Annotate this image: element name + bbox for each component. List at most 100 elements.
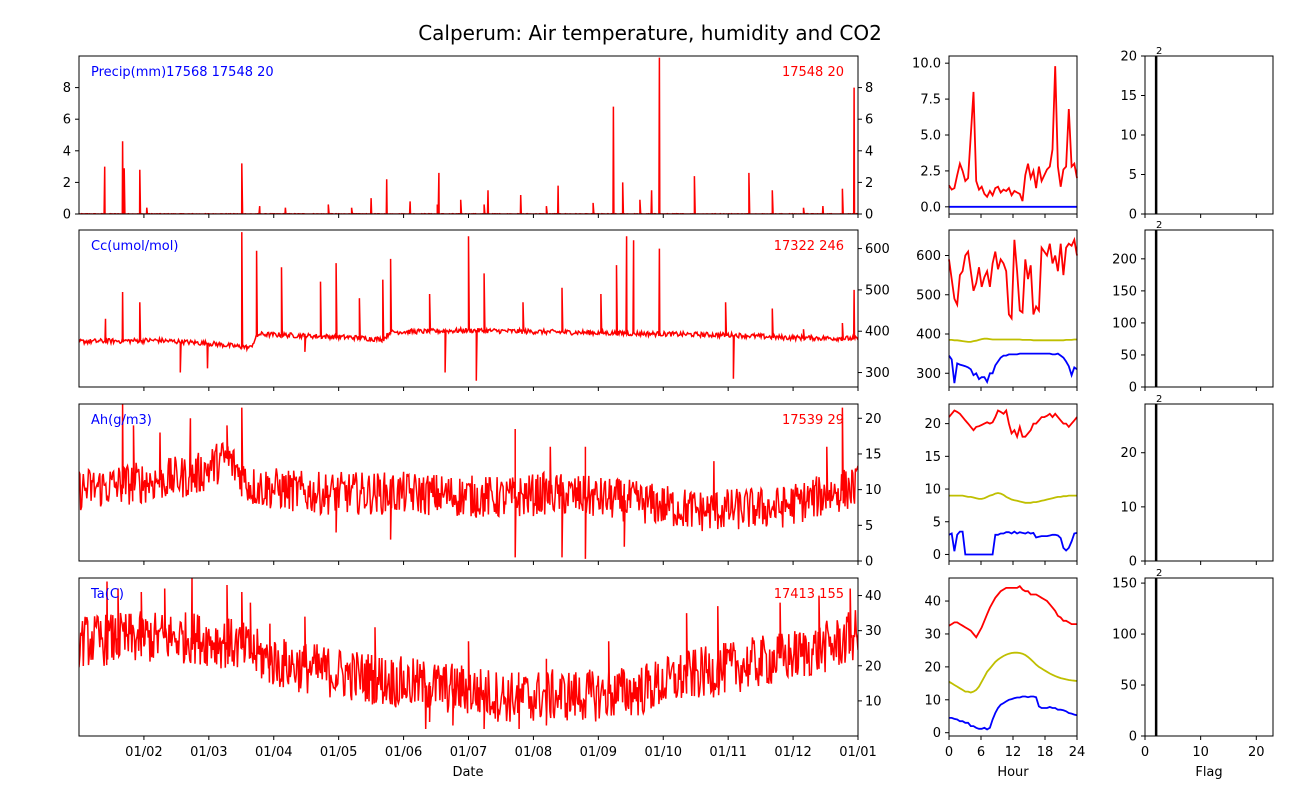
diurnal-y-tick-label: 15: [924, 450, 941, 465]
flag-y-tick-label: 0: [1129, 730, 1137, 745]
series-line: [79, 578, 858, 730]
series-line: [79, 57, 858, 214]
flag-y-tick-label: 200: [1112, 252, 1137, 267]
variable-label: Precip(mm)17568 17548 20: [91, 65, 274, 80]
diurnal-min-line: [948, 352, 1078, 385]
diurnal-panel: 0 10 20 30 40 0 6 12 18 24: [924, 577, 1086, 760]
x-axis-label-date: Date: [452, 765, 483, 780]
diurnal-max-line: [948, 408, 1078, 440]
flag-y-tick-label: 50: [1120, 348, 1137, 363]
diurnal-max-line: [948, 236, 1078, 322]
y-tick-label: 20: [865, 412, 882, 427]
diurnal-mean-line: [949, 492, 1077, 504]
count-label: 17548 20: [782, 65, 844, 80]
y-tick-label: 10: [865, 694, 882, 709]
diurnal-x-tick-label: 6: [977, 745, 985, 760]
x-axis-label-flag: Flag: [1195, 765, 1222, 780]
flag-y-tick-label: 20: [1120, 446, 1137, 461]
count-label: 17322 246: [774, 239, 844, 254]
count-label: 17539 29: [782, 413, 844, 428]
diurnal-y-tick-label: 5: [933, 515, 941, 530]
diurnal-mean-line: [949, 337, 1077, 343]
flag-frame: [1144, 229, 1274, 388]
variable-label: Ah(g/m3): [91, 413, 152, 428]
y-tick-label: 40: [865, 589, 882, 604]
y-tick-label-left: 0: [63, 208, 71, 223]
diurnal-min-line: [948, 530, 1078, 556]
flag-y-tick-label: 0: [1129, 208, 1137, 223]
diurnal-max-line: [948, 585, 1077, 639]
diurnal-x-tick-label: 12: [1005, 745, 1022, 760]
y-tick-label: 500: [865, 283, 890, 298]
x-tick-label: 01/03: [190, 745, 227, 760]
variable-label: Ta(C): [90, 587, 124, 602]
y-tick-label: 300: [865, 366, 890, 381]
flag-y-tick-label: 0: [1129, 381, 1137, 396]
diurnal-x-tick-label: 18: [1037, 745, 1054, 760]
diurnal-y-tick-label: 0.0: [920, 200, 941, 215]
diurnal-y-tick-label: 2.5: [920, 164, 941, 179]
y-tick-label: 8: [865, 81, 873, 96]
diurnal-y-tick-label: 300: [916, 367, 941, 382]
flag-y-tick-label: 5: [1129, 168, 1137, 183]
series-line: [79, 232, 858, 381]
diurnal-panel: 0 5 10 15 20: [924, 403, 1078, 565]
diurnal-min-line: [949, 695, 1078, 731]
y-tick-label: 30: [865, 624, 882, 639]
diurnal-y-tick-label: 20: [924, 660, 941, 675]
flag-y-tick-label: 20: [1120, 50, 1137, 65]
diurnal-y-tick-label: 10.0: [912, 57, 941, 72]
x-axis-label-hour: Hour: [997, 765, 1029, 780]
y-tick-label: 6: [865, 113, 873, 128]
flag-x-tick-label: 0: [1141, 745, 1149, 760]
flag-y-tick-label: 150: [1112, 284, 1137, 299]
flag-x-tick-label: 10: [1192, 745, 1209, 760]
y-tick-label: 0: [865, 208, 873, 223]
y-tick-label-left: 8: [63, 81, 71, 96]
diurnal-mean-line: [948, 651, 1078, 694]
y-tick-label: 2: [865, 176, 873, 191]
x-tick-label: 01/12: [774, 745, 811, 760]
y-tick-label: 10: [865, 483, 882, 498]
series-line: [79, 404, 858, 559]
figure-title: Calperum: Air temperature, humidity and …: [418, 21, 882, 45]
diurnal-x-tick-label: 24: [1069, 745, 1086, 760]
flag-frame: [1144, 55, 1274, 215]
variable-label: Cc(umol/mol): [91, 239, 178, 254]
x-tick-label: 01/06: [385, 745, 422, 760]
x-tick-label: 01/08: [515, 745, 552, 760]
flag-y-tick-label: 10: [1120, 500, 1137, 515]
x-tick-label: 01/01: [839, 745, 876, 760]
diurnal-x-tick-label: 0: [945, 745, 953, 760]
diurnal-y-tick-label: 7.5: [920, 93, 941, 108]
x-tick-label: 01/04: [255, 745, 292, 760]
x-tick-label: 01/05: [320, 745, 357, 760]
flag-panel: 2 0 50 100 150 200: [1112, 220, 1274, 396]
diurnal-y-tick-label: 10: [924, 483, 941, 498]
flag-frame: [1144, 403, 1274, 562]
flag-y-tick-label: 100: [1112, 316, 1137, 331]
flag-bar-label: 2: [1156, 568, 1162, 579]
y-tick-label-left: 6: [63, 113, 71, 128]
y-tick-label: 5: [865, 519, 873, 534]
diurnal-frame: [948, 403, 1078, 562]
diurnal-max-line: [948, 66, 1078, 202]
flag-y-tick-label: 10: [1120, 129, 1137, 144]
flag-bar-label: 2: [1156, 220, 1162, 231]
diurnal-panel: 300 400 500 600: [916, 229, 1078, 391]
diurnal-panel: 0.0 2.5 5.0 7.5 10.0: [912, 55, 1078, 218]
x-tick-label: 01/11: [709, 745, 746, 760]
diurnal-y-tick-label: 10: [924, 693, 941, 708]
flag-x-tick-label: 20: [1248, 745, 1265, 760]
diurnal-y-tick-label: 20: [924, 417, 941, 432]
y-tick-label-left: 4: [63, 144, 71, 159]
diurnal-y-tick-label: 0: [933, 548, 941, 563]
diurnal-y-tick-label: 40: [924, 595, 941, 610]
y-tick-label: 600: [865, 242, 890, 257]
flag-bar-label: 2: [1156, 46, 1162, 57]
